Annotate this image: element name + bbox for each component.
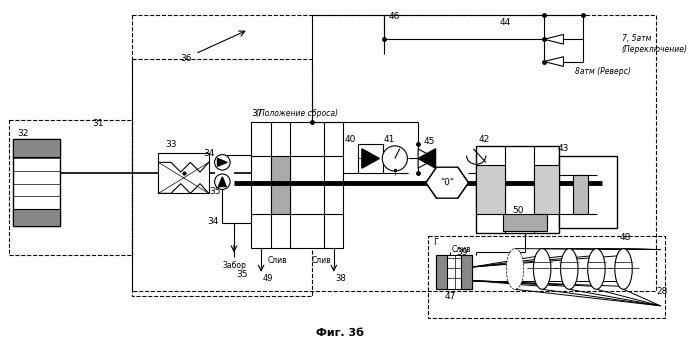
Text: 8атм (Реверс): 8атм (Реверс) <box>575 67 631 76</box>
Text: (Положение сброса): (Положение сброса) <box>256 109 338 118</box>
Text: 49: 49 <box>263 274 273 283</box>
Bar <box>503 214 547 231</box>
Polygon shape <box>219 177 226 187</box>
Text: 44: 44 <box>500 18 511 27</box>
Text: 28: 28 <box>656 287 668 296</box>
Text: 36: 36 <box>180 54 192 63</box>
Ellipse shape <box>506 248 524 289</box>
Text: Слив: Слив <box>452 245 472 254</box>
Polygon shape <box>418 149 435 168</box>
Text: 7, 5атм
(Переключение): 7, 5атм (Переключение) <box>621 34 688 54</box>
Bar <box>461 255 473 289</box>
Text: 42: 42 <box>478 135 489 144</box>
Text: 50: 50 <box>512 206 524 215</box>
Bar <box>435 255 473 289</box>
Text: Забор: Забор <box>222 261 246 270</box>
Text: 40: 40 <box>345 135 356 144</box>
Text: 34: 34 <box>203 149 215 158</box>
Text: Г: Г <box>433 238 438 247</box>
Bar <box>252 122 343 248</box>
Polygon shape <box>426 167 468 198</box>
Bar <box>573 175 588 214</box>
Bar <box>358 144 383 173</box>
Bar <box>428 236 665 319</box>
Text: 47: 47 <box>445 291 456 301</box>
Bar <box>159 153 209 193</box>
Circle shape <box>215 174 230 189</box>
Text: 39: 39 <box>456 248 468 257</box>
Text: 34: 34 <box>207 217 218 226</box>
Polygon shape <box>544 57 563 66</box>
Text: 48: 48 <box>620 234 631 243</box>
Bar <box>9 120 132 255</box>
Bar <box>132 59 312 296</box>
Text: 33: 33 <box>165 141 177 150</box>
Text: "0": "0" <box>440 178 454 187</box>
Bar <box>13 139 59 156</box>
Polygon shape <box>217 159 227 166</box>
Bar <box>559 155 617 228</box>
Text: 45: 45 <box>424 136 435 145</box>
Bar <box>13 139 59 226</box>
Text: 31: 31 <box>92 119 104 128</box>
Ellipse shape <box>533 248 551 289</box>
Text: 32: 32 <box>17 129 29 138</box>
Ellipse shape <box>588 248 605 289</box>
Bar <box>271 155 290 214</box>
Bar <box>535 165 559 214</box>
Text: 35: 35 <box>210 187 222 196</box>
Bar <box>476 146 559 233</box>
Text: 37: 37 <box>252 109 263 118</box>
Text: 41: 41 <box>383 135 395 144</box>
Text: 43: 43 <box>558 144 569 153</box>
Polygon shape <box>362 149 380 168</box>
Ellipse shape <box>615 248 633 289</box>
Bar <box>13 209 59 226</box>
Bar <box>476 165 505 214</box>
Polygon shape <box>418 149 435 168</box>
Text: Слив: Слив <box>311 256 331 265</box>
Text: Фиг. 3б: Фиг. 3б <box>316 328 363 338</box>
Polygon shape <box>544 34 563 44</box>
Text: 38: 38 <box>336 274 346 283</box>
Ellipse shape <box>561 248 578 289</box>
Bar <box>435 255 447 289</box>
Text: 35: 35 <box>236 270 247 279</box>
Text: Слив: Слив <box>268 256 287 265</box>
Circle shape <box>215 155 230 170</box>
Text: 46: 46 <box>389 12 401 22</box>
Bar <box>132 15 656 291</box>
Circle shape <box>382 146 408 171</box>
